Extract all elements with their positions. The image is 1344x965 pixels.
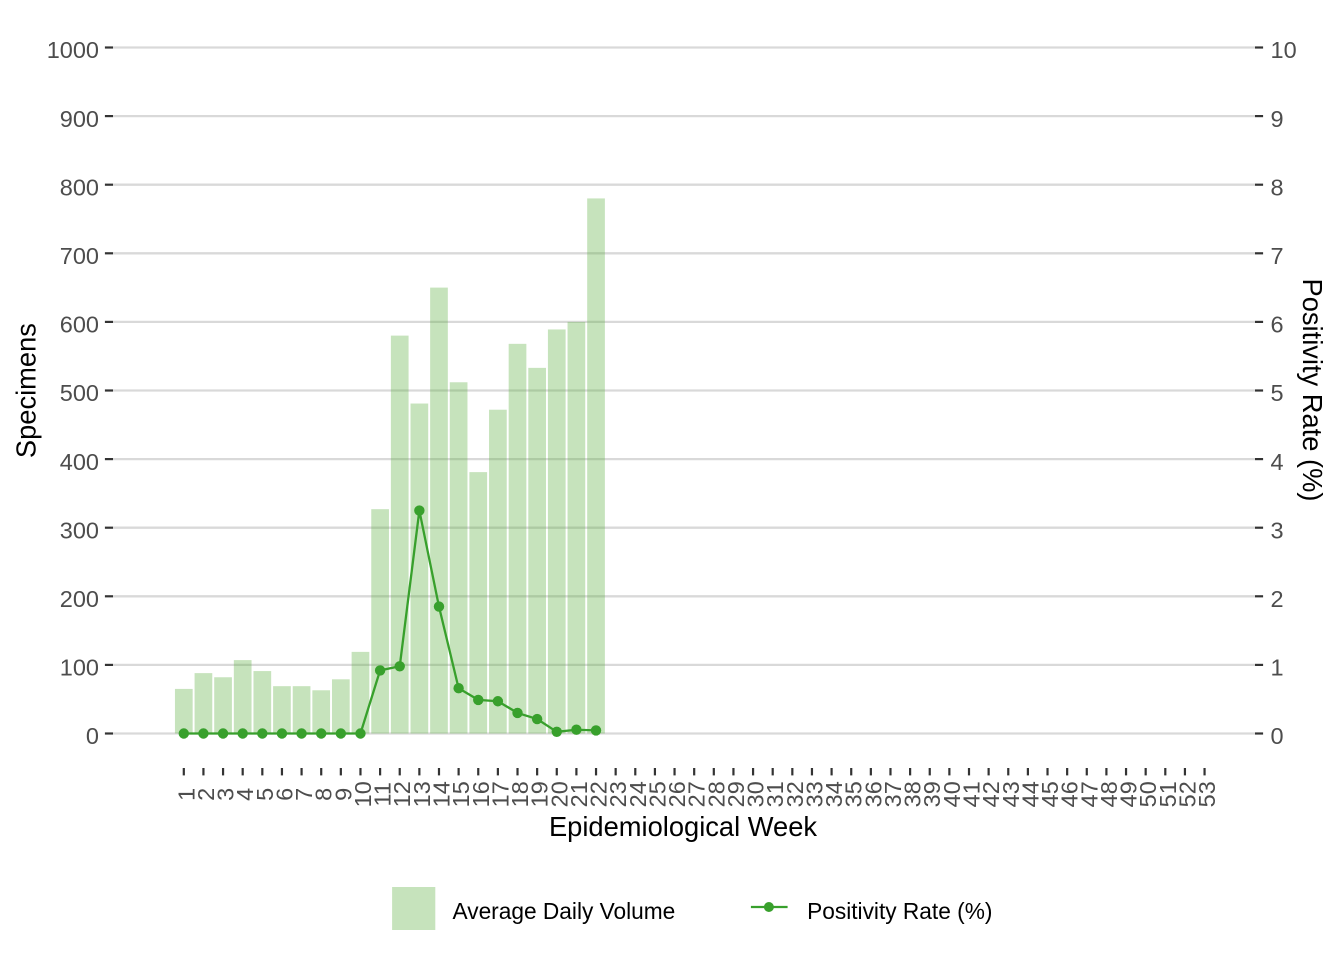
svg-text:24: 24 bbox=[625, 781, 651, 807]
svg-text:1: 1 bbox=[173, 788, 199, 801]
svg-text:5: 5 bbox=[252, 788, 278, 801]
svg-text:26: 26 bbox=[664, 781, 690, 807]
svg-text:100: 100 bbox=[60, 655, 99, 681]
svg-text:8: 8 bbox=[1271, 174, 1284, 200]
svg-text:22: 22 bbox=[586, 781, 612, 807]
svg-text:3: 3 bbox=[1271, 517, 1284, 543]
svg-text:9: 9 bbox=[330, 788, 356, 801]
svg-text:48: 48 bbox=[1096, 781, 1122, 807]
svg-text:50: 50 bbox=[1135, 781, 1161, 807]
svg-text:34: 34 bbox=[821, 781, 847, 807]
svg-text:400: 400 bbox=[60, 449, 99, 475]
svg-text:28: 28 bbox=[703, 781, 729, 807]
svg-text:11: 11 bbox=[370, 782, 396, 806]
svg-text:30: 30 bbox=[743, 781, 769, 807]
svg-text:20: 20 bbox=[546, 781, 572, 807]
svg-text:Positivity Rate (%): Positivity Rate (%) bbox=[807, 898, 992, 924]
svg-text:46: 46 bbox=[1057, 781, 1083, 807]
svg-text:300: 300 bbox=[60, 517, 99, 543]
svg-text:38: 38 bbox=[900, 781, 926, 807]
svg-text:700: 700 bbox=[60, 243, 99, 269]
svg-text:52: 52 bbox=[1174, 781, 1200, 807]
svg-text:44: 44 bbox=[1017, 781, 1043, 807]
svg-text:37: 37 bbox=[880, 781, 906, 807]
svg-text:21: 21 bbox=[566, 781, 592, 807]
svg-text:Positivity Rate (%): Positivity Rate (%) bbox=[1297, 279, 1328, 502]
svg-text:12: 12 bbox=[389, 781, 415, 807]
svg-text:900: 900 bbox=[60, 106, 99, 132]
svg-text:27: 27 bbox=[684, 781, 710, 807]
svg-text:600: 600 bbox=[60, 312, 99, 338]
svg-text:Epidemiological Week: Epidemiological Week bbox=[549, 811, 817, 842]
svg-text:10: 10 bbox=[1271, 37, 1297, 63]
svg-text:1000: 1000 bbox=[47, 37, 99, 63]
svg-text:0: 0 bbox=[86, 723, 99, 749]
svg-text:200: 200 bbox=[60, 586, 99, 612]
svg-text:36: 36 bbox=[860, 781, 886, 807]
svg-text:39: 39 bbox=[919, 781, 945, 807]
svg-text:19: 19 bbox=[527, 781, 553, 807]
svg-text:6: 6 bbox=[271, 788, 297, 801]
svg-text:31: 31 bbox=[762, 781, 788, 807]
svg-text:500: 500 bbox=[60, 380, 99, 406]
svg-text:25: 25 bbox=[644, 781, 670, 807]
svg-text:14: 14 bbox=[428, 781, 454, 807]
svg-text:8: 8 bbox=[311, 788, 337, 801]
svg-text:15: 15 bbox=[448, 781, 474, 807]
svg-text:32: 32 bbox=[782, 781, 808, 807]
svg-text:33: 33 bbox=[801, 781, 827, 807]
svg-text:800: 800 bbox=[60, 174, 99, 200]
svg-text:7: 7 bbox=[1271, 243, 1284, 269]
svg-text:4: 4 bbox=[1271, 449, 1284, 475]
svg-text:0: 0 bbox=[1271, 723, 1284, 749]
svg-text:7: 7 bbox=[291, 788, 317, 801]
svg-text:5: 5 bbox=[1271, 380, 1284, 406]
svg-text:6: 6 bbox=[1271, 312, 1284, 338]
svg-text:47: 47 bbox=[1076, 781, 1102, 807]
svg-text:1: 1 bbox=[1271, 655, 1284, 681]
svg-text:40: 40 bbox=[939, 781, 965, 807]
svg-text:9: 9 bbox=[1271, 106, 1284, 132]
svg-text:29: 29 bbox=[723, 781, 749, 807]
svg-text:43: 43 bbox=[998, 781, 1024, 807]
svg-text:2: 2 bbox=[1271, 586, 1284, 612]
svg-text:23: 23 bbox=[605, 781, 631, 807]
svg-text:2: 2 bbox=[193, 788, 219, 801]
svg-text:10: 10 bbox=[350, 781, 376, 807]
svg-text:Average Daily Volume: Average Daily Volume bbox=[453, 898, 676, 924]
svg-text:45: 45 bbox=[1037, 781, 1063, 807]
svg-text:13: 13 bbox=[409, 781, 435, 807]
svg-text:51: 51 bbox=[1155, 781, 1181, 807]
svg-text:4: 4 bbox=[232, 788, 258, 801]
svg-text:42: 42 bbox=[978, 781, 1004, 807]
svg-text:49: 49 bbox=[1116, 781, 1142, 807]
svg-text:3: 3 bbox=[213, 788, 239, 801]
svg-text:18: 18 bbox=[507, 781, 533, 807]
svg-text:16: 16 bbox=[468, 781, 494, 807]
svg-text:Specimens: Specimens bbox=[10, 323, 41, 458]
svg-text:35: 35 bbox=[841, 781, 867, 807]
svg-text:17: 17 bbox=[487, 781, 513, 807]
svg-text:41: 41 bbox=[959, 781, 985, 807]
svg-text:53: 53 bbox=[1194, 781, 1220, 807]
